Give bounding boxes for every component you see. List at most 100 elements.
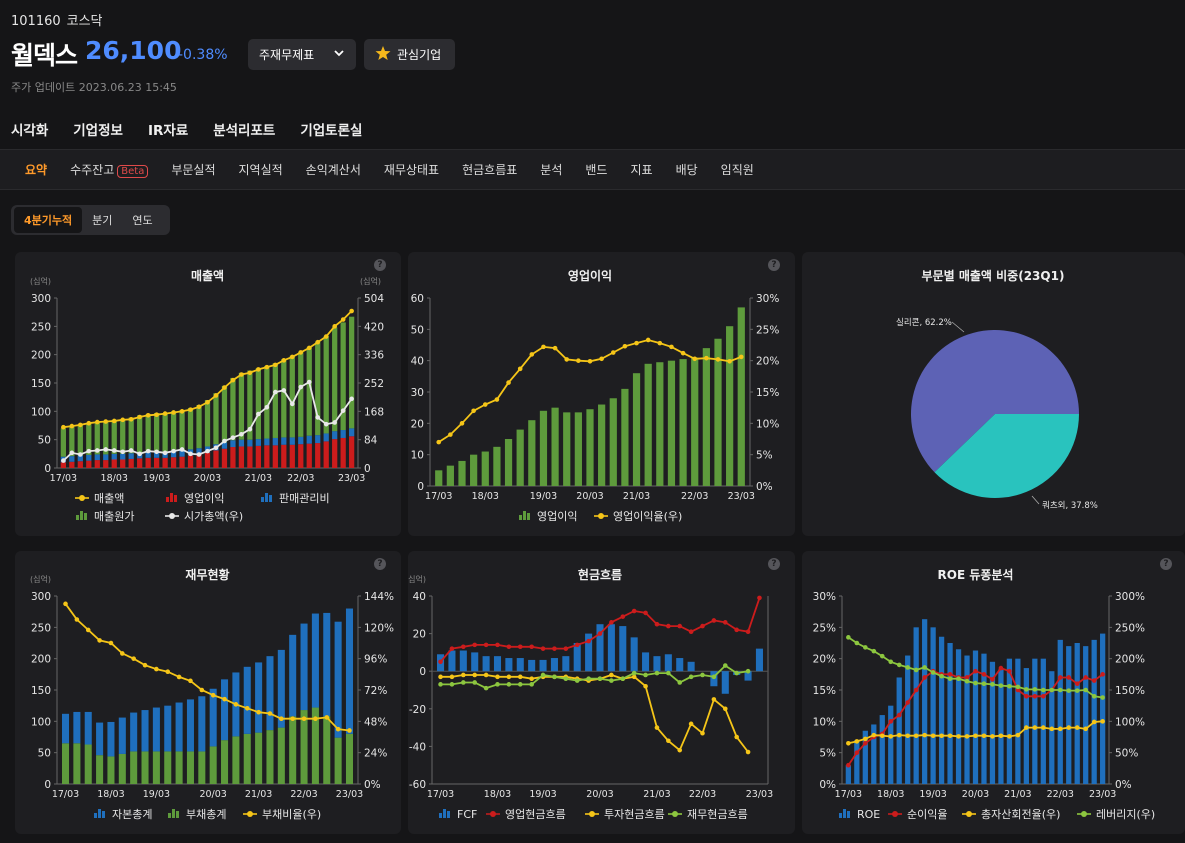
legend-dot-icon bbox=[169, 513, 175, 519]
bar-blue bbox=[845, 765, 851, 784]
subtab-summary[interactable]: 요약 bbox=[25, 163, 48, 177]
bar-green bbox=[300, 710, 308, 784]
y2-tick-label: 300% bbox=[1115, 591, 1145, 603]
subtab-income[interactable]: 손익계산서 bbox=[305, 163, 361, 177]
point-white bbox=[256, 411, 261, 417]
legend-bar-icon bbox=[527, 513, 530, 520]
subtab-dividend[interactable]: 배당 bbox=[675, 163, 698, 177]
bar-red bbox=[264, 445, 270, 468]
point-red bbox=[1091, 678, 1097, 683]
point-white bbox=[120, 449, 126, 455]
point-yellow bbox=[162, 411, 168, 416]
bar-blue bbox=[196, 448, 202, 455]
point-red bbox=[947, 672, 953, 677]
bar-red bbox=[255, 445, 262, 468]
y2-tick-label: 24% bbox=[364, 748, 387, 760]
bar-blue bbox=[170, 451, 177, 458]
bar-red bbox=[204, 452, 211, 468]
point-red bbox=[973, 668, 978, 674]
point-lime bbox=[964, 678, 970, 684]
subtab-cashflow[interactable]: 현금흐름표 bbox=[462, 163, 518, 177]
point-red bbox=[711, 618, 717, 623]
tab-reports[interactable]: 분석리포트 bbox=[213, 123, 276, 139]
legend-label: FCF bbox=[457, 808, 477, 821]
point-white bbox=[128, 448, 134, 453]
y-tick-label: 0 bbox=[44, 779, 51, 791]
help-icon[interactable]: ? bbox=[1160, 558, 1172, 570]
point-yellow bbox=[998, 733, 1004, 739]
y2-tick-label: 150% bbox=[1115, 685, 1145, 697]
legend-label: 영업이익 bbox=[184, 492, 224, 505]
bar-blue bbox=[955, 649, 962, 784]
y2-tick-label: 50% bbox=[1115, 748, 1138, 760]
point-white bbox=[78, 452, 83, 457]
help-icon[interactable]: ? bbox=[374, 558, 386, 570]
help-icon[interactable]: ? bbox=[768, 558, 780, 570]
tab-ir[interactable]: IR자료 bbox=[147, 123, 189, 139]
point-yellow bbox=[517, 674, 523, 680]
point-yellow bbox=[78, 422, 83, 428]
finance-select-button[interactable]: 주재무제표 bbox=[248, 39, 356, 70]
bar-blue bbox=[905, 655, 911, 784]
bar-blue bbox=[607, 624, 615, 672]
x-tick-label: 19/03 bbox=[143, 473, 170, 484]
tab-visualization[interactable]: 시각화 bbox=[11, 119, 49, 152]
point-lime bbox=[461, 680, 466, 685]
bar-blue bbox=[871, 724, 877, 784]
point-red bbox=[990, 677, 995, 682]
subtab-segment[interactable]: 부문실적 bbox=[171, 163, 216, 177]
tab-forum[interactable]: 기업토론실 bbox=[300, 123, 363, 139]
bar-green bbox=[340, 322, 346, 431]
bar-green bbox=[306, 347, 312, 436]
line-lime bbox=[440, 664, 749, 690]
point-yellow bbox=[244, 705, 250, 711]
bar-blue bbox=[69, 456, 75, 462]
bar-blue bbox=[630, 637, 638, 672]
bar-green bbox=[164, 751, 172, 784]
point-red bbox=[700, 623, 705, 629]
point-red bbox=[745, 629, 751, 635]
x-tick-label: 18/03 bbox=[101, 473, 128, 484]
tab-company-info[interactable]: 기업정보 bbox=[73, 123, 123, 139]
bar-blue bbox=[493, 656, 502, 672]
subtab-backlog[interactable]: 수주잔고 Beta bbox=[70, 161, 149, 178]
subtab-balance[interactable]: 재무상태표 bbox=[383, 163, 440, 177]
help-icon[interactable]: ? bbox=[768, 259, 780, 271]
subtab-band[interactable]: 밴드 bbox=[585, 163, 608, 177]
period-year[interactable]: 연도 bbox=[132, 214, 153, 227]
legend-bar-icon bbox=[443, 809, 446, 818]
x-tick-label: 18/03 bbox=[877, 789, 904, 800]
subtab-executives[interactable]: 임직원 bbox=[720, 163, 754, 177]
watchlist-button[interactable]: 관심기업 bbox=[364, 39, 455, 70]
bar-blue bbox=[266, 656, 274, 731]
unit-label: (십억) bbox=[30, 574, 51, 584]
point-yellow bbox=[461, 672, 466, 678]
point-white bbox=[230, 435, 236, 440]
subtab-analysis[interactable]: 분석 bbox=[540, 163, 563, 177]
bar-blue bbox=[298, 436, 304, 445]
point-lime bbox=[1066, 688, 1072, 693]
point-yellow bbox=[506, 674, 512, 680]
point-yellow bbox=[495, 674, 500, 680]
y-tick-label: 250 bbox=[31, 321, 51, 333]
point-white bbox=[205, 448, 210, 454]
point-yellow bbox=[247, 370, 253, 376]
point-red bbox=[998, 665, 1004, 671]
x-tick-label: 20/03 bbox=[576, 491, 603, 502]
bar-green bbox=[247, 370, 253, 440]
point-yellow bbox=[700, 730, 705, 736]
bar-blue bbox=[913, 627, 919, 784]
y2-tick-label: 25% bbox=[756, 324, 779, 336]
bar-green bbox=[266, 730, 274, 784]
period-quarter[interactable]: 분기 bbox=[92, 214, 113, 227]
point-red bbox=[643, 610, 648, 616]
bar-green bbox=[73, 743, 81, 784]
help-icon[interactable]: ? bbox=[374, 259, 386, 271]
y-tick-label: 0% bbox=[819, 779, 836, 791]
point-lime bbox=[863, 645, 868, 650]
bar-blue bbox=[340, 430, 346, 438]
subtab-indicator[interactable]: 지표 bbox=[630, 163, 653, 177]
period-4q-cumulative[interactable]: 4분기누적 bbox=[14, 207, 83, 233]
bar-blue bbox=[539, 659, 547, 672]
subtab-region[interactable]: 지역실적 bbox=[238, 163, 283, 177]
